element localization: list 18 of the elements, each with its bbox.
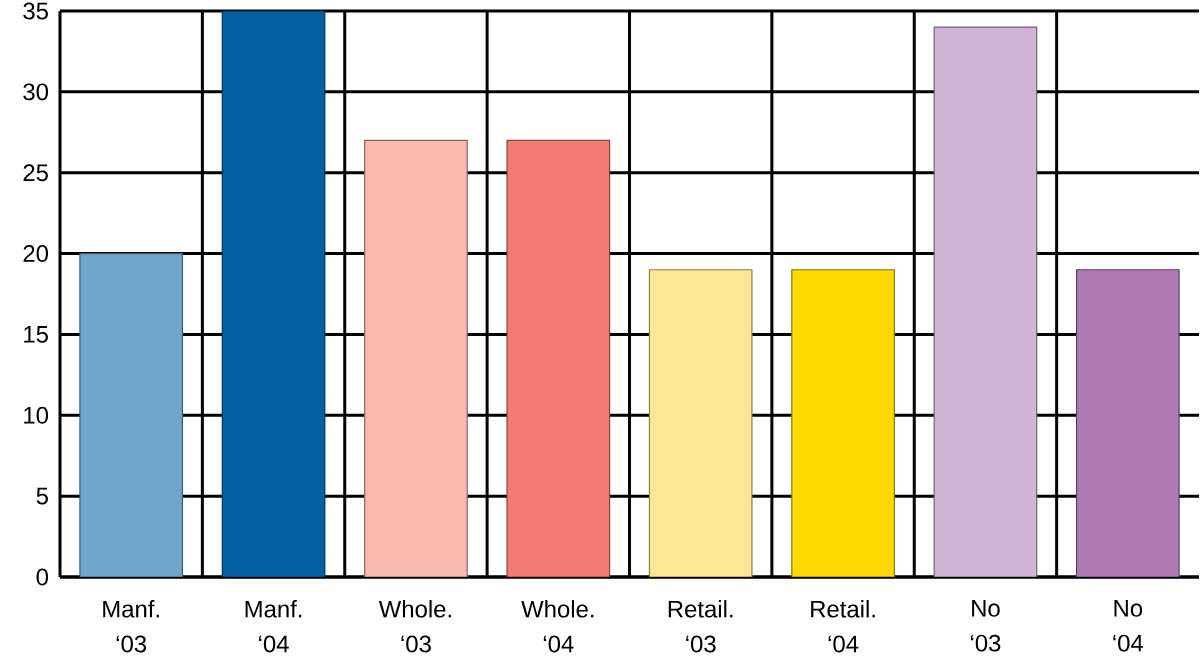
- bar: [79, 252, 184, 577]
- y-tick-label: 35: [23, 2, 48, 20]
- x-tick-label: No ‘04: [1113, 600, 1144, 652]
- bar: [791, 269, 895, 577]
- x-tick-label: Whole. ‘04: [521, 600, 594, 653]
- y-tick-label: 15: [24, 326, 48, 343]
- x-tick-label: Retail. ‘03: [668, 600, 733, 653]
- y-tick-label: 20: [23, 245, 49, 263]
- x-tick-label: Whole. ‘03: [378, 600, 451, 653]
- y-tick-label: 0: [36, 568, 49, 586]
- x-tick-label: Retail. ‘04: [811, 600, 875, 653]
- y-tick-label: 10: [24, 406, 49, 424]
- y-tick-label: 25: [23, 164, 48, 182]
- y-tick-label: 30: [23, 83, 49, 101]
- x-tick-label: Manf. ‘03: [103, 600, 159, 653]
- x-tick-label: No ‘03: [970, 600, 1001, 652]
- y-tick-label: 5: [36, 487, 48, 505]
- x-tick-label: Manf. ‘04: [245, 600, 302, 653]
